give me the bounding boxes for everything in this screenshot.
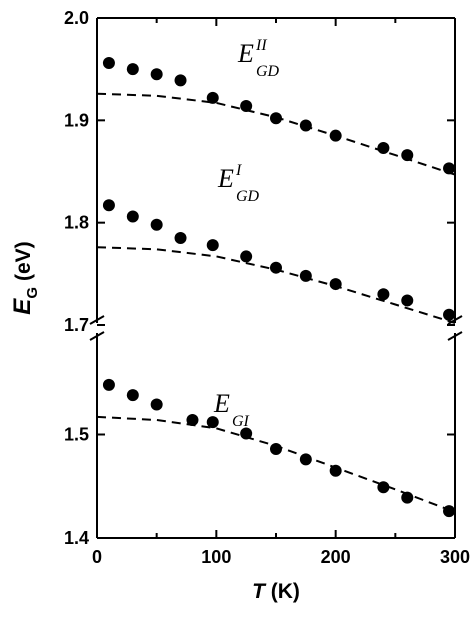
x-tick-label: 100 xyxy=(201,547,231,567)
data-point xyxy=(174,74,187,87)
y-label-unit: (eV) xyxy=(12,241,35,281)
annotation: E II GD xyxy=(237,37,280,80)
y-tick-label: 1.4 xyxy=(64,528,89,548)
x-tick-label: 200 xyxy=(321,547,351,567)
axis-break xyxy=(447,331,463,341)
data-point xyxy=(443,505,456,518)
x-label-unit: (K) xyxy=(271,580,300,603)
x-axis-label: T (K) xyxy=(252,580,300,603)
data-point xyxy=(443,308,456,321)
y-label-sub: G xyxy=(24,287,41,299)
y-axis-label: EG (eV) xyxy=(9,241,41,314)
data-point xyxy=(206,239,219,252)
data-point xyxy=(126,389,139,402)
data-point xyxy=(401,294,414,307)
data-point xyxy=(102,199,115,212)
data-point xyxy=(299,453,312,466)
y-tick-label: 2.0 xyxy=(64,8,89,28)
annotation-main: E xyxy=(217,164,234,193)
data-point xyxy=(377,288,390,301)
data-point xyxy=(270,442,282,455)
data-point xyxy=(150,398,163,411)
annotation: E I GD xyxy=(217,162,260,205)
y-tick-label: 1.7 xyxy=(64,315,89,335)
axis-break xyxy=(447,315,463,325)
data-point xyxy=(240,100,253,113)
y-tick-label: 1.5 xyxy=(64,425,89,445)
x-tick-label: 0 xyxy=(92,547,102,567)
annotation-sup: I xyxy=(235,162,242,179)
y-tick-label: 1.9 xyxy=(64,110,89,130)
data-point xyxy=(240,427,253,440)
axis-break xyxy=(89,315,105,325)
y-tick-label: 1.8 xyxy=(64,213,89,233)
annotation-main: E xyxy=(213,389,230,418)
axis-break xyxy=(89,331,105,341)
data-point xyxy=(150,218,163,231)
x-label-var: T xyxy=(252,580,267,603)
data-point xyxy=(377,141,390,154)
data-point xyxy=(240,250,253,263)
data-point xyxy=(186,414,199,427)
annotation: EGI xyxy=(213,389,250,430)
data-point xyxy=(401,491,414,504)
data-point xyxy=(126,210,139,223)
data-point xyxy=(443,162,456,175)
data-point xyxy=(270,261,282,274)
annotation-main: E xyxy=(237,39,254,68)
data-point xyxy=(126,63,139,76)
data-point xyxy=(150,68,163,81)
data-point xyxy=(102,378,115,391)
data-point xyxy=(206,416,219,429)
annotation-sup: II xyxy=(255,37,267,54)
annotation-sub: GI xyxy=(232,413,250,430)
fit-line xyxy=(96,92,456,176)
fit-line xyxy=(96,246,456,324)
data-point xyxy=(206,91,219,104)
fit-line xyxy=(96,415,456,514)
x-tick-label: 300 xyxy=(440,547,470,567)
annotation-sub: GD xyxy=(236,188,260,205)
data-point xyxy=(174,232,187,245)
data-point xyxy=(102,57,115,70)
y-label-var: E xyxy=(9,298,36,315)
annotation-sub: GD xyxy=(256,63,280,80)
